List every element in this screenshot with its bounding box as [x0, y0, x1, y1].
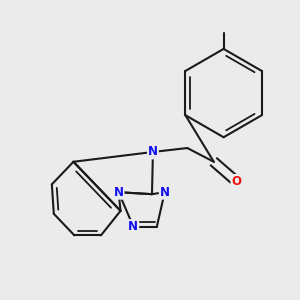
Text: O: O — [231, 175, 242, 188]
Text: N: N — [160, 186, 170, 199]
Text: N: N — [148, 146, 158, 158]
Text: N: N — [114, 186, 124, 199]
Text: N: N — [128, 220, 138, 233]
